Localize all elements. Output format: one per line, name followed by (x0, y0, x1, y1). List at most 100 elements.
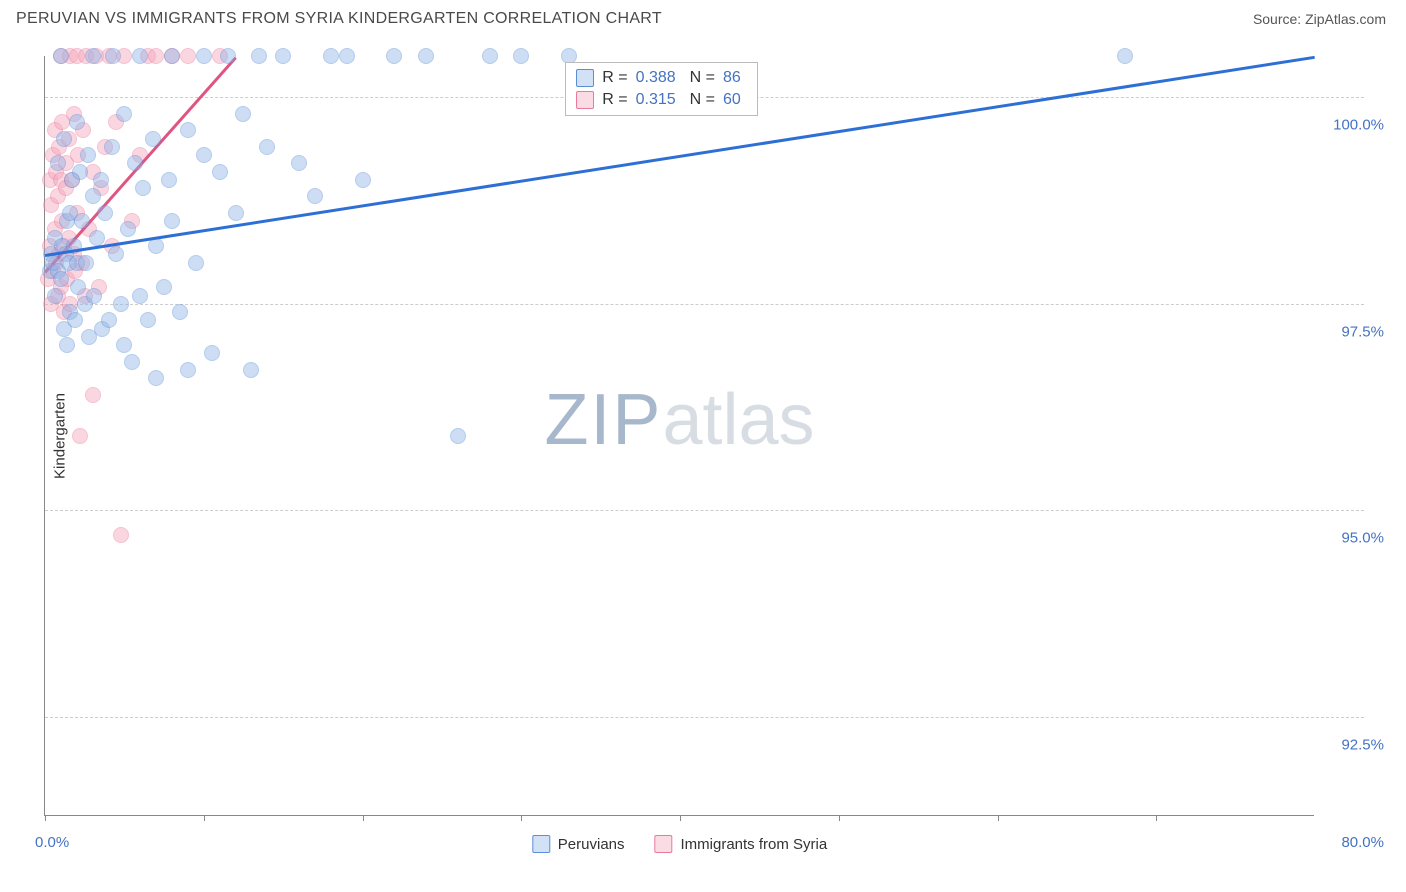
scatter-point (259, 139, 275, 155)
watermark: ZIPatlas (544, 379, 814, 461)
scatter-point (124, 354, 140, 370)
scatter-point (513, 48, 529, 64)
scatter-point (386, 48, 402, 64)
scatter-point (50, 155, 66, 171)
scatter-point (212, 164, 228, 180)
x-tick (45, 815, 46, 821)
chart-header: PERUVIAN VS IMMIGRANTS FROM SYRIA KINDER… (0, 0, 1406, 34)
legend-label: Immigrants from Syria (681, 836, 828, 853)
x-tick (680, 815, 681, 821)
scatter-point (228, 205, 244, 221)
scatter-point (161, 172, 177, 188)
scatter-point (164, 48, 180, 64)
scatter-chart: Kindergarten ZIPatlas 92.5%95.0%97.5%100… (44, 56, 1314, 816)
scatter-point (204, 345, 220, 361)
x-tick-label: 80.0% (1341, 834, 1384, 851)
scatter-point (148, 48, 164, 64)
y-tick-label: 92.5% (1341, 736, 1384, 753)
legend-label: Peruvians (558, 836, 625, 853)
scatter-point (180, 122, 196, 138)
scatter-point (78, 255, 94, 271)
scatter-point (80, 147, 96, 163)
stats-box: R =0.388N =86R =0.315N =60 (565, 62, 758, 116)
scatter-point (70, 279, 86, 295)
scatter-point (53, 271, 69, 287)
scatter-point (89, 230, 105, 246)
legend: Peruvians Immigrants from Syria (532, 835, 827, 853)
y-tick-label: 97.5% (1341, 323, 1384, 340)
y-tick-label: 100.0% (1333, 117, 1384, 134)
scatter-point (116, 106, 132, 122)
scatter-point (180, 48, 196, 64)
scatter-point (85, 188, 101, 204)
scatter-point (196, 147, 212, 163)
scatter-point (148, 238, 164, 254)
gridline (45, 510, 1364, 511)
scatter-point (243, 362, 259, 378)
scatter-point (74, 213, 90, 229)
scatter-point (97, 205, 113, 221)
x-tick-label: 0.0% (35, 834, 69, 851)
gridline (45, 717, 1364, 718)
scatter-point (127, 155, 143, 171)
scatter-point (418, 48, 434, 64)
x-tick (1156, 815, 1157, 821)
legend-swatch (532, 835, 550, 853)
chart-title: PERUVIAN VS IMMIGRANTS FROM SYRIA KINDER… (16, 10, 662, 28)
scatter-point (172, 304, 188, 320)
scatter-point (275, 48, 291, 64)
scatter-point (69, 114, 85, 130)
scatter-point (101, 312, 117, 328)
scatter-point (164, 213, 180, 229)
legend-swatch (655, 835, 673, 853)
scatter-point (291, 155, 307, 171)
scatter-point (120, 221, 136, 237)
scatter-point (85, 48, 101, 64)
scatter-point (47, 288, 63, 304)
scatter-point (307, 188, 323, 204)
legend-swatch (576, 69, 594, 87)
scatter-point (132, 288, 148, 304)
scatter-point (116, 337, 132, 353)
x-tick (204, 815, 205, 821)
scatter-point (188, 255, 204, 271)
scatter-point (104, 139, 120, 155)
legend-item: Immigrants from Syria (655, 835, 828, 853)
legend-item: Peruvians (532, 835, 625, 853)
scatter-point (85, 387, 101, 403)
scatter-point (113, 527, 129, 543)
scatter-point (56, 131, 72, 147)
scatter-point (113, 296, 129, 312)
scatter-point (108, 246, 124, 262)
legend-swatch (576, 91, 594, 109)
scatter-point (135, 180, 151, 196)
scatter-point (1117, 48, 1133, 64)
scatter-point (132, 48, 148, 64)
scatter-point (450, 428, 466, 444)
scatter-point (482, 48, 498, 64)
scatter-point (339, 48, 355, 64)
gridline (45, 304, 1364, 305)
y-tick-label: 95.0% (1341, 530, 1384, 547)
scatter-point (145, 131, 161, 147)
scatter-point (72, 428, 88, 444)
scatter-point (93, 172, 109, 188)
scatter-point (105, 48, 121, 64)
scatter-point (53, 48, 69, 64)
x-tick (839, 815, 840, 821)
scatter-point (140, 312, 156, 328)
scatter-point (220, 48, 236, 64)
stats-row: R =0.388N =86 (576, 67, 747, 89)
stats-row: R =0.315N =60 (576, 89, 747, 111)
scatter-point (251, 48, 267, 64)
scatter-point (235, 106, 251, 122)
x-tick (998, 815, 999, 821)
scatter-point (59, 337, 75, 353)
source-label: Source: ZipAtlas.com (1253, 11, 1386, 27)
x-tick (521, 815, 522, 821)
scatter-point (156, 279, 172, 295)
y-axis-title: Kindergarten (51, 393, 68, 479)
scatter-point (196, 48, 212, 64)
scatter-point (180, 362, 196, 378)
scatter-point (148, 370, 164, 386)
